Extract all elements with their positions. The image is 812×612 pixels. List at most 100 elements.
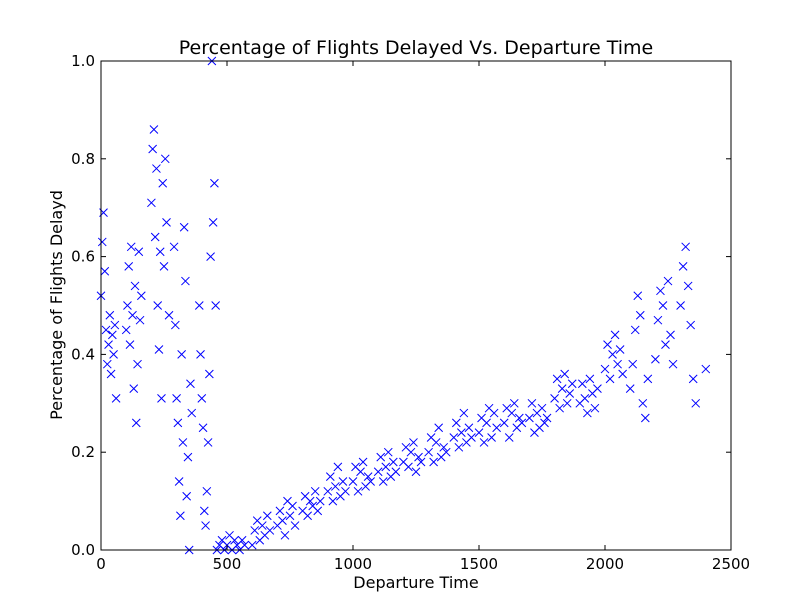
data-point: [313, 506, 323, 516]
data-point: [424, 447, 433, 457]
data-point: [376, 452, 386, 462]
data-point: [605, 374, 615, 384]
data-point: [552, 374, 562, 384]
data-point: [323, 486, 333, 496]
data-point: [449, 433, 459, 442]
data-point: [199, 506, 209, 516]
data-point: [542, 413, 552, 423]
data-point: [356, 467, 365, 477]
data-point: [176, 511, 185, 521]
data-point: [285, 511, 295, 521]
data-point: [663, 276, 673, 286]
data-point: [504, 433, 514, 442]
data-point: [250, 526, 260, 535]
data-point: [661, 340, 670, 349]
data-point: [651, 354, 660, 364]
data-point: [439, 442, 449, 452]
data-point: [610, 330, 620, 340]
data-point: [107, 330, 117, 340]
data-point: [129, 384, 139, 393]
data-point: [653, 315, 663, 325]
data-point: [464, 423, 474, 433]
data-point: [159, 262, 169, 271]
data-point: [658, 301, 668, 310]
data-point: [373, 467, 383, 477]
y-axis-ticks: 0.0 0.2 0.4 0.6 0.8 1.0: [71, 52, 731, 559]
data-point: [111, 394, 121, 403]
data-point: [183, 452, 193, 462]
data-point: [388, 457, 398, 467]
data-point: [590, 403, 600, 413]
data-point: [482, 418, 491, 428]
data-point: [688, 374, 698, 384]
data-point: [451, 418, 461, 428]
data-point: [691, 398, 701, 408]
data-point: [409, 438, 418, 447]
data-point: [441, 447, 451, 457]
data-point: [603, 340, 612, 349]
data-point: [557, 384, 567, 393]
data-point: [211, 301, 221, 310]
data-point: [429, 457, 438, 467]
data-point: [550, 394, 559, 403]
data-point: [237, 535, 247, 545]
data-point: [328, 496, 338, 506]
data-point: [157, 394, 166, 403]
y-tick-label: 0.2: [71, 443, 95, 461]
data-point: [406, 447, 416, 457]
data-point: [567, 379, 577, 389]
data-point: [131, 418, 141, 428]
data-point: [514, 413, 524, 423]
data-point: [507, 408, 517, 418]
data-point: [391, 467, 401, 477]
data-point: [124, 262, 134, 271]
data-point: [565, 389, 575, 398]
data-point: [153, 301, 163, 310]
data-point: [681, 242, 690, 252]
data-point: [155, 247, 165, 257]
x-tick-label: 500: [213, 555, 242, 573]
data-point: [640, 413, 650, 423]
data-point: [509, 398, 519, 408]
data-point: [202, 486, 212, 496]
data-point: [158, 178, 168, 188]
data-point: [618, 369, 627, 379]
x-tick-label: 1000: [334, 555, 372, 573]
x-tick-label: 2000: [586, 555, 624, 573]
y-axis-label: Percentage of Flights Delayd: [47, 190, 66, 420]
data-point: [178, 438, 188, 447]
data-point: [348, 477, 358, 486]
data-points: [96, 56, 711, 555]
data-point: [100, 266, 110, 276]
data-point: [123, 301, 132, 310]
data-point: [305, 496, 315, 506]
data-point: [105, 310, 115, 320]
data-point: [358, 457, 368, 467]
data-point: [656, 286, 665, 296]
data-point: [325, 472, 335, 482]
data-point: [97, 237, 107, 247]
data-point: [353, 486, 363, 496]
y-tick-label: 0.4: [71, 345, 95, 363]
data-point: [487, 433, 496, 442]
data-point: [580, 394, 590, 403]
data-point: [125, 340, 135, 349]
data-point: [174, 477, 184, 486]
data-point: [130, 281, 140, 291]
data-point: [172, 394, 181, 403]
data-point: [479, 438, 489, 447]
data-point: [562, 398, 572, 408]
data-point: [162, 218, 171, 227]
x-tick-label: 0: [96, 555, 106, 573]
data-point: [109, 350, 118, 359]
data-point: [686, 320, 696, 330]
data-point: [102, 359, 112, 369]
data-point: [147, 198, 156, 208]
data-point: [186, 379, 195, 389]
data-point: [170, 320, 180, 330]
data-point: [615, 345, 625, 354]
data-point: [179, 222, 189, 232]
data-point: [121, 325, 131, 335]
data-point: [555, 403, 564, 413]
data-point: [363, 472, 373, 482]
